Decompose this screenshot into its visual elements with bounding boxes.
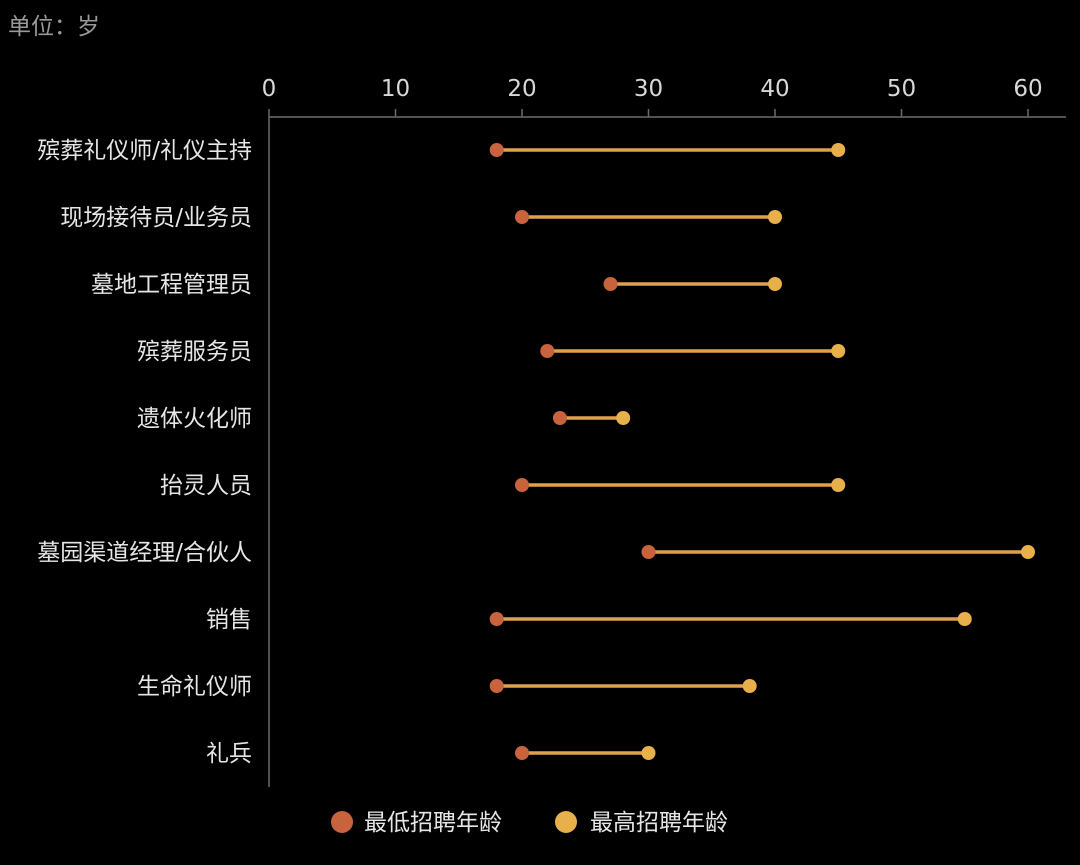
legend: 最低招聘年龄 最高招聘年龄 — [331, 810, 728, 836]
x-tick-label: 10 — [381, 76, 410, 102]
max-age-point — [641, 746, 656, 760]
legend-marker — [331, 811, 353, 833]
category-label: 销售 — [206, 607, 252, 633]
legend-label: 最低招聘年龄 — [364, 810, 502, 836]
category-label: 殡葬服务员 — [137, 339, 252, 365]
max-age-point — [831, 143, 846, 157]
min-age-point — [641, 545, 656, 559]
min-age-point — [489, 143, 504, 157]
legend-label: 最高招聘年龄 — [590, 810, 728, 836]
category-labels: 殡葬礼仪师/礼仪主持现场接待员/业务员墓地工程管理员殡葬服务员遗体火化师抬灵人员… — [37, 138, 252, 767]
x-tick-label: 20 — [507, 76, 536, 102]
legend-item-max: 最高招聘年龄 — [555, 810, 728, 836]
max-age-point — [742, 679, 757, 693]
min-age-point — [552, 411, 567, 425]
x-tick-label: 0 — [262, 76, 277, 102]
category-label: 现场接待员/业务员 — [60, 205, 252, 231]
legend-marker — [555, 811, 577, 833]
min-age-point — [515, 478, 529, 492]
category-label: 墓地工程管理员 — [91, 272, 252, 298]
unit-label: 单位：岁 — [8, 14, 100, 40]
legend-item-min: 最低招聘年龄 — [331, 810, 502, 836]
max-age-point — [831, 478, 846, 492]
category-label: 生命礼仪师 — [137, 674, 252, 700]
category-label: 墓园渠道经理/合伙人 — [37, 540, 252, 566]
min-age-point — [515, 210, 529, 224]
min-age-point — [603, 277, 618, 291]
chart-marks — [489, 143, 1035, 760]
category-label: 抬灵人员 — [160, 473, 252, 499]
x-axis: 0 10 20 30 40 50 60 — [262, 76, 1066, 787]
max-age-point — [768, 210, 782, 224]
x-tick-label: 40 — [760, 76, 789, 102]
min-age-point — [540, 344, 555, 358]
max-age-point — [1021, 545, 1035, 559]
max-age-point — [957, 612, 972, 626]
min-age-point — [489, 612, 504, 626]
category-label: 遗体火化师 — [137, 406, 252, 432]
max-age-point — [768, 277, 782, 291]
x-tick-label: 50 — [887, 76, 916, 102]
category-label: 礼兵 — [206, 741, 252, 767]
min-age-point — [515, 746, 529, 760]
x-tick-label: 60 — [1013, 76, 1042, 102]
min-age-point — [489, 679, 504, 693]
category-label: 殡葬礼仪师/礼仪主持 — [37, 138, 252, 164]
max-age-point — [831, 344, 846, 358]
max-age-point — [616, 411, 631, 425]
x-tick-label: 30 — [634, 76, 663, 102]
